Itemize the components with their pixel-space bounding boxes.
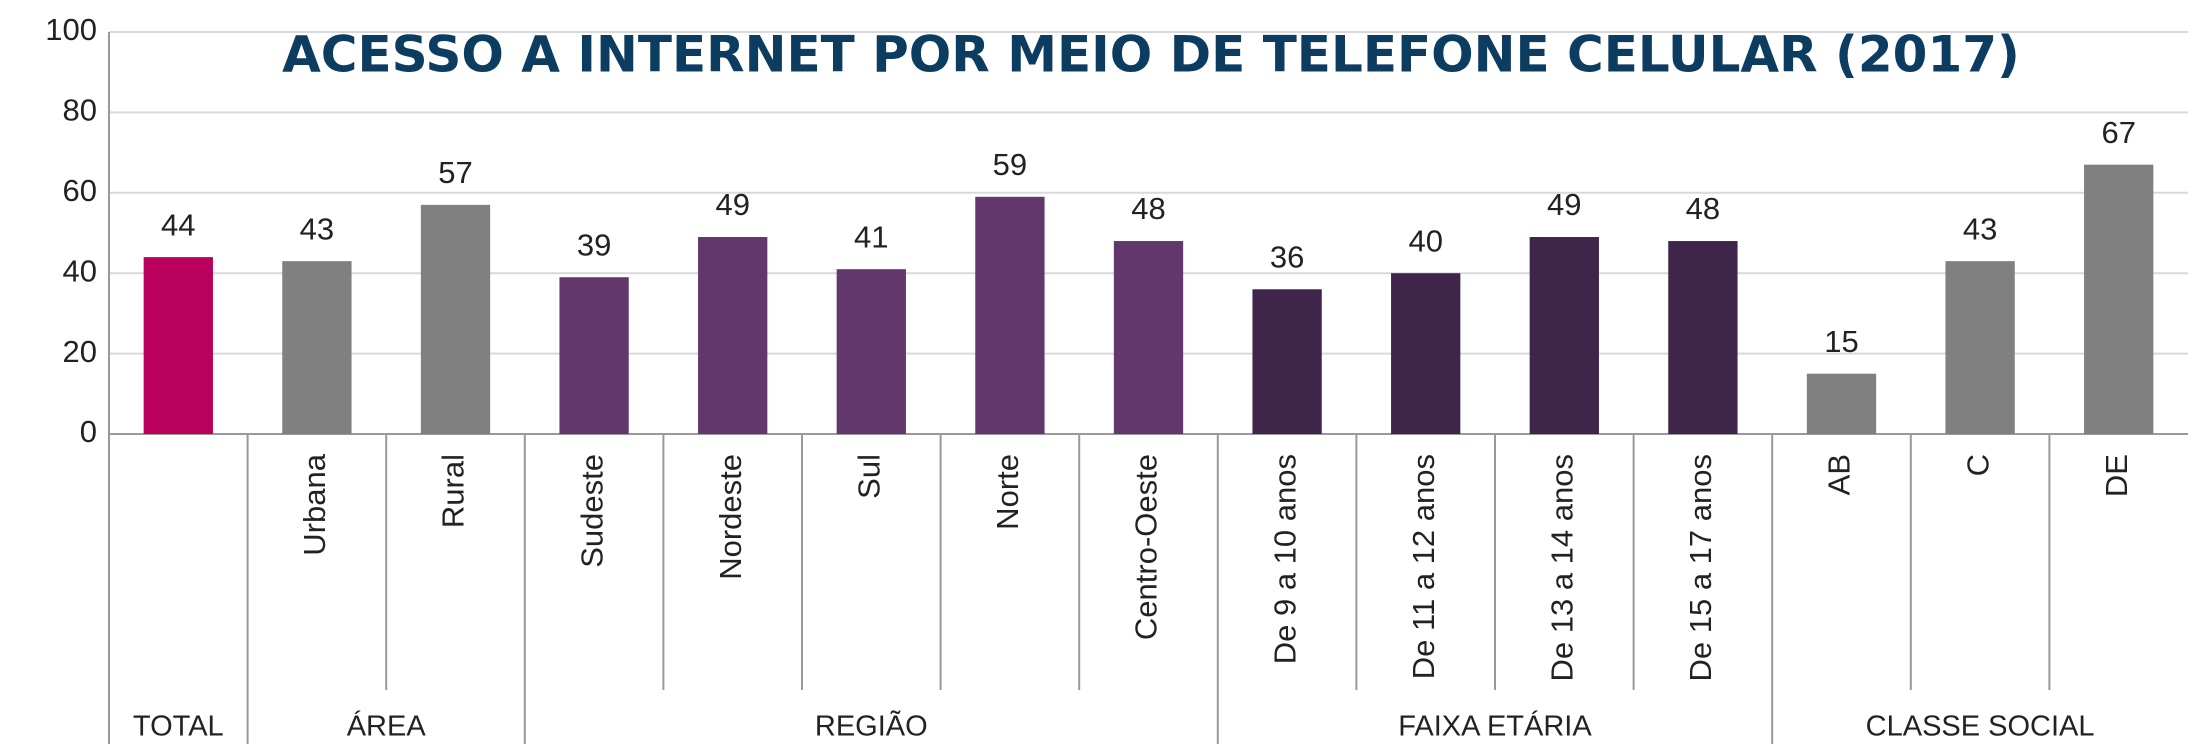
bar <box>559 277 629 434</box>
data-label: 57 <box>438 155 472 190</box>
data-label: 40 <box>1408 223 1442 258</box>
data-label: 43 <box>300 211 334 246</box>
group-label: TOTAL <box>133 711 224 743</box>
x-tick-label: Norte <box>990 454 1025 530</box>
x-tick-label: Sul <box>851 454 886 499</box>
group-label: ÁREA <box>347 710 427 743</box>
x-tick-label: DE <box>2099 454 2134 497</box>
bar <box>975 196 1045 434</box>
y-tick-label: 40 <box>63 253 97 288</box>
bar <box>1391 273 1461 434</box>
bar <box>282 261 352 434</box>
x-tick-label: Nordeste <box>713 454 748 580</box>
data-label: 15 <box>1824 324 1858 359</box>
bar <box>1806 373 1877 434</box>
data-label: 49 <box>1547 187 1581 222</box>
bar <box>1252 289 1322 434</box>
group-label: FAIXA ETÁRIA <box>1398 710 1592 743</box>
y-tick-label: 0 <box>80 414 97 449</box>
data-label: 48 <box>1686 191 1720 226</box>
y-tick-label: 20 <box>63 334 97 369</box>
x-tick-label: De 11 a 12 anos <box>1406 454 1441 679</box>
bar <box>1945 261 2015 434</box>
y-tick-label: 100 <box>45 12 97 47</box>
bar <box>698 237 768 434</box>
data-label: 67 <box>2101 115 2135 150</box>
data-label: 48 <box>1131 191 1165 226</box>
x-tick-label: De 9 a 10 anos <box>1267 454 1302 664</box>
data-label: 59 <box>993 147 1027 182</box>
chart-title: ACESSO A INTERNET POR MEIO DE TELEFONE C… <box>282 26 2020 84</box>
bar <box>836 269 906 434</box>
data-label: 36 <box>1270 239 1304 274</box>
bar <box>1113 241 1184 434</box>
bar <box>1668 241 1738 434</box>
data-label: 43 <box>1963 211 1997 246</box>
x-tick-label: De 13 a 14 anos <box>1544 454 1579 682</box>
x-tick-label: Urbana <box>297 453 332 555</box>
bar <box>2084 164 2154 434</box>
data-label: 44 <box>161 207 195 242</box>
bar <box>143 257 213 434</box>
x-tick-label: Centro-Oeste <box>1129 454 1164 640</box>
data-label: 41 <box>854 219 888 254</box>
group-label: REGIÃO <box>815 709 928 743</box>
data-label: 49 <box>715 187 749 222</box>
data-label: 39 <box>577 227 611 262</box>
bar <box>420 204 491 434</box>
x-tick-label: AB <box>1822 454 1857 495</box>
y-tick-label: 80 <box>63 93 97 128</box>
bar <box>1529 237 1599 434</box>
x-tick-label: Sudeste <box>574 454 609 568</box>
x-tick-label: C <box>1960 454 1995 476</box>
group-label: CLASSE SOCIAL <box>1866 711 2095 743</box>
x-tick-label: De 15 a 17 anos <box>1683 454 1718 682</box>
y-tick-label: 60 <box>63 173 97 208</box>
x-tick-label: Rural <box>436 454 471 528</box>
